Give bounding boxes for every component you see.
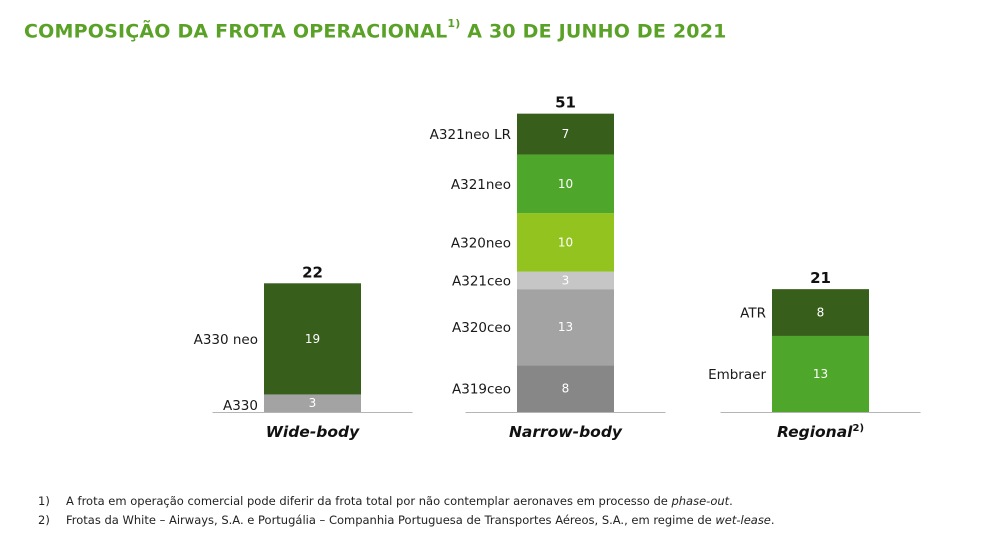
segment-value-a330: 3: [309, 396, 317, 410]
segment-value-atr: 8: [817, 306, 825, 320]
category-label-regional: Regional2): [777, 423, 864, 441]
bar-segment-a321neo-lr: [517, 113, 614, 155]
chart-title-main: COMPOSIÇÃO DA FROTA OPERACIONAL: [24, 20, 448, 43]
segment-label-a321neo-lr: A321neo LR: [430, 127, 511, 143]
segment-label-atr: ATR: [740, 306, 766, 322]
segment-value-a321ceo: 3: [562, 273, 570, 287]
footnote-2-italic: wet-lease: [715, 513, 771, 527]
segment-label-a330: A330: [223, 398, 258, 414]
segment-value-a321neo-lr: 7: [562, 127, 570, 141]
footnote-2: 2) Frotas da White – Airways, S.A. e Por…: [38, 511, 775, 530]
footnote-2-body: Frotas da White – Airways, S.A. e Portug…: [66, 513, 716, 527]
footnote-1-text: A frota em operação comercial pode difer…: [66, 492, 733, 511]
footnote-2-end: .: [770, 513, 775, 527]
bar-segment-a321neo: [517, 154, 614, 214]
segment-label-a330-neo: A330 neo: [194, 332, 258, 348]
segment-value-a319ceo: 8: [562, 382, 570, 396]
segment-value-embraer: 13: [813, 367, 828, 381]
category-label-narrow-body: Narrow-body: [509, 423, 623, 441]
segment-value-a321neo: 10: [558, 177, 573, 191]
bar-segment-a320ceo: [517, 289, 614, 366]
segment-label-a319ceo: A319ceo: [452, 382, 511, 398]
chart-title-footnote-ref: 1): [447, 17, 461, 30]
bar-segment-a330: [264, 394, 361, 412]
segment-label-a320neo: A320neo: [451, 235, 511, 251]
total-label-wide-body: 22: [302, 263, 323, 281]
bar-segment-embraer: [772, 335, 869, 412]
segment-value-a320neo: 10: [558, 235, 573, 249]
footnote-1-end: .: [729, 494, 733, 508]
total-label-narrow-body: 51: [555, 94, 576, 112]
footnote-2-text: Frotas da White – Airways, S.A. e Portug…: [66, 511, 775, 530]
bar-segment-atr: [772, 289, 869, 336]
chart-title-rest: A 30 DE JUNHO DE 2021: [460, 20, 727, 43]
segment-label-a321ceo: A321ceo: [452, 273, 511, 289]
footnotes: 1) A frota em operação comercial pode di…: [38, 492, 775, 530]
footnote-2-number: 2): [38, 513, 50, 527]
segment-label-embraer: Embraer: [708, 367, 766, 383]
category-label-wide-body: Wide-body: [266, 423, 360, 441]
footnote-1-number: 1): [38, 494, 50, 508]
chart-title: COMPOSIÇÃO DA FROTA OPERACIONAL1) A 30 D…: [24, 17, 727, 43]
segment-value-a330-neo: 19: [305, 332, 320, 346]
footnote-1-body: A frota em operação comercial pode difer…: [66, 494, 672, 508]
segment-value-a320ceo: 13: [558, 320, 573, 334]
segment-label-a320ceo: A320ceo: [452, 320, 511, 336]
bar-segment-a330-neo: [264, 283, 361, 395]
bar-segment-a319ceo: [517, 365, 614, 412]
footnote-1: 1) A frota em operação comercial pode di…: [38, 492, 775, 511]
fleet-stacked-bar-chart: 3 A330 19 A330 neo 22 Wide-body 8 A319ceo 13 A320…: [194, 94, 921, 441]
bar-segment-a321ceo: [517, 271, 614, 290]
bar-segment-a320neo: [517, 213, 614, 272]
segment-label-a321neo: A321neo: [451, 177, 511, 193]
total-label-regional: 21: [810, 269, 831, 287]
footnote-1-italic: phase-out: [671, 494, 730, 508]
